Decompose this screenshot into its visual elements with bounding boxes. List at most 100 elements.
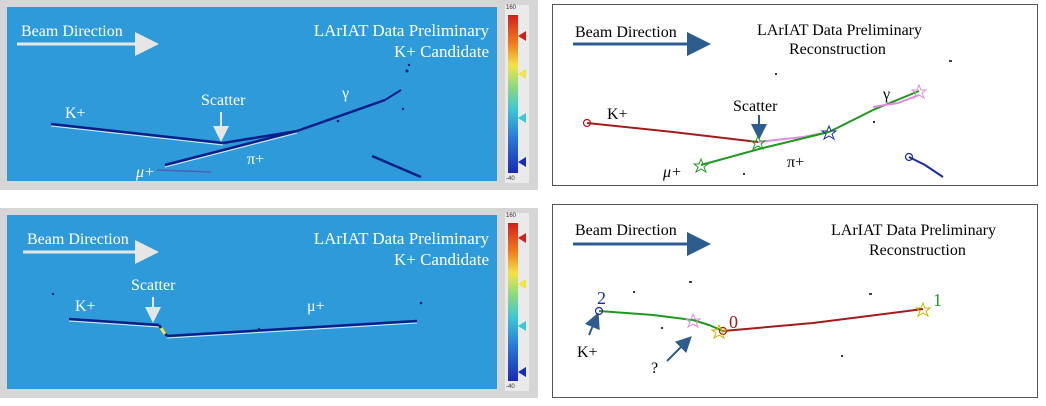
decay-vertex-star <box>820 124 838 141</box>
kaon-start-vertex <box>594 306 604 316</box>
muon-label: μ+ <box>307 298 325 315</box>
track-number-0: 0 <box>729 312 738 332</box>
color-scale-min: -40 <box>506 176 515 182</box>
muon-label: μ+ <box>136 164 155 181</box>
reconstruction-top: Beam Direction LArIAT Data Preliminary R… <box>552 4 1038 186</box>
event-display-bottom: Beam Direction LArIAT Data Preliminary K… <box>0 208 538 398</box>
color-scale-gradient <box>508 223 518 381</box>
muon-stub <box>156 169 212 173</box>
kaon-label: K+ <box>65 105 86 122</box>
kaon-label: K+ <box>607 106 628 123</box>
muon-track <box>722 308 924 332</box>
secondary-start-vertex <box>904 152 914 162</box>
event-display-plot: Beam Direction LArIAT Data Preliminary K… <box>7 215 497 389</box>
scatter-label: Scatter <box>131 277 176 294</box>
pion-label: π+ <box>787 154 805 171</box>
event-display-top: Beam Direction LArIAT Data Preliminary K… <box>0 0 538 190</box>
hit-blob <box>419 301 423 305</box>
muon-label: μ+ <box>663 164 682 181</box>
gamma-track <box>296 98 386 133</box>
scatter-label: Scatter <box>201 92 246 109</box>
hit-dot <box>949 60 952 62</box>
color-scale: 160 -40 <box>505 213 529 391</box>
hit-blob <box>407 63 411 67</box>
gamma-shower <box>872 94 920 108</box>
hit-blob <box>405 69 409 73</box>
kaon-track <box>50 122 224 145</box>
track-number-1: 1 <box>933 290 942 310</box>
scale-marker-blue <box>518 157 526 167</box>
scale-marker-red <box>518 31 526 41</box>
unknown-vertex-star <box>684 312 702 329</box>
title-line-2: K+ Candidate <box>393 42 489 61</box>
hit-dot <box>869 293 872 295</box>
scale-marker-cyan <box>518 113 526 123</box>
beam-direction-label: Beam Direction <box>21 23 123 40</box>
track-number-2: 2 <box>597 288 606 308</box>
gamma-track <box>828 90 920 133</box>
kaon-pointer <box>584 312 600 336</box>
secondary-track <box>908 156 944 178</box>
kaon-track <box>586 122 759 143</box>
kaon-label: K+ <box>75 298 96 315</box>
reco-tracks <box>573 232 932 362</box>
kaon-start-vertex <box>582 118 592 128</box>
title-line-1: LArIAT Data Preliminary <box>313 21 489 40</box>
gamma-track-tail <box>384 89 402 101</box>
kaon-track-edge <box>50 125 224 146</box>
beam-direction-label: Beam Direction <box>575 24 677 41</box>
color-scale-gradient <box>508 15 518 173</box>
title-line-2: K+ Candidate <box>393 250 489 269</box>
kaon-track <box>598 310 694 321</box>
hit-dot <box>661 327 663 329</box>
reconstruction-bottom: Beam Direction LArIAT Data Preliminary R… <box>552 204 1038 398</box>
beam-direction-label: Beam Direction <box>27 231 129 248</box>
event-tracks <box>23 240 423 339</box>
gamma-label: γ <box>883 86 891 103</box>
secondary-track <box>371 154 422 179</box>
unknown-label: ? <box>651 360 659 377</box>
title-line-2: Reconstruction <box>869 242 966 259</box>
scatter-hotspot <box>159 327 167 335</box>
kaon-track-edge <box>68 320 160 328</box>
pion-label: π+ <box>247 151 265 168</box>
muon-track <box>164 129 298 167</box>
hit-dot <box>743 173 745 175</box>
reco-tracks <box>573 32 952 178</box>
muon-track-edge <box>166 322 418 339</box>
scale-marker-yellow <box>518 279 526 289</box>
hit-dot <box>775 73 777 75</box>
muon-end-star <box>914 301 932 318</box>
scale-marker-blue <box>518 367 526 377</box>
color-scale-max: 160 <box>506 5 517 11</box>
color-scale: 160 -40 <box>505 5 529 183</box>
title-line-1: LArIAT Data Preliminary <box>757 22 922 39</box>
gamma-label: γ <box>342 85 350 102</box>
hit-dot <box>689 281 692 283</box>
title-line-1: LArIAT Data Preliminary <box>313 229 489 248</box>
title-line-1: LArIAT Data Preliminary <box>831 222 996 239</box>
muon-track-edge <box>164 132 298 168</box>
scatter-track <box>692 319 724 332</box>
title-line-2: Reconstruction <box>789 41 886 58</box>
muon-end-star <box>692 157 710 174</box>
hit-blob <box>257 327 261 331</box>
color-scale-min: -40 <box>506 384 515 390</box>
hit-blob <box>336 119 340 123</box>
color-scale-max: 160 <box>506 213 517 219</box>
hit-blob <box>401 107 405 111</box>
event-tracks <box>17 32 422 179</box>
kaon-label: K+ <box>577 344 598 361</box>
scatter-vertex-star <box>749 134 767 151</box>
hit-dot <box>873 121 875 123</box>
kaon-track <box>68 317 160 327</box>
unknown-pointer <box>666 336 692 362</box>
scatter-vertex-star <box>710 323 728 340</box>
gamma-end-star <box>910 83 928 100</box>
hit-blob <box>51 292 55 296</box>
scale-marker-cyan <box>518 321 526 331</box>
event-display-plot: Beam Direction LArIAT Data Preliminary K… <box>7 7 497 181</box>
hit-dot <box>633 291 635 293</box>
hit-dot <box>841 355 843 357</box>
scale-marker-red <box>518 233 526 243</box>
